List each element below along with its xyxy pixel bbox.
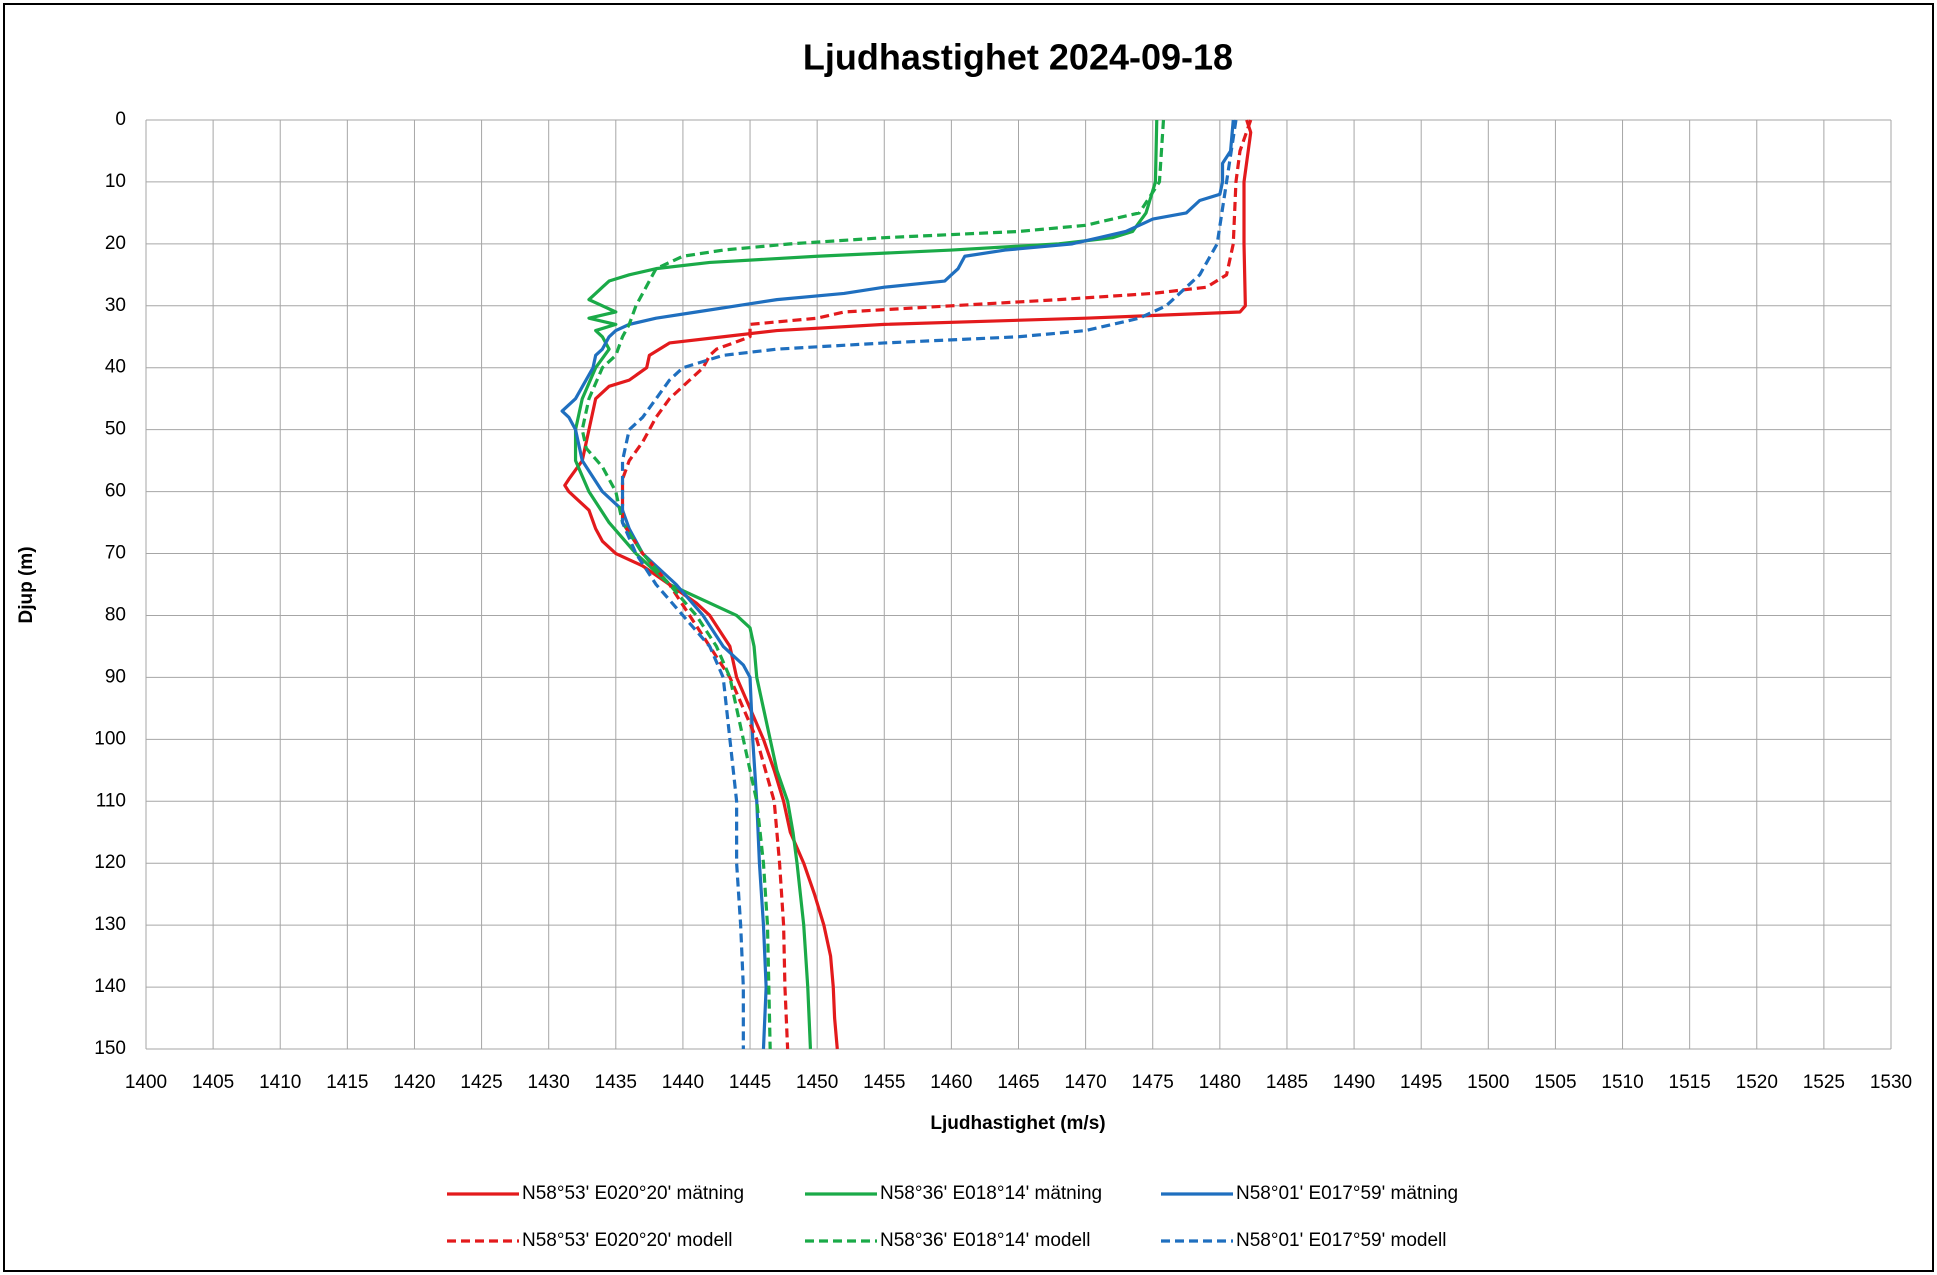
x-tick-label: 1455 xyxy=(863,1072,905,1093)
x-tick-label: 1440 xyxy=(662,1072,704,1093)
x-tick-label: 1460 xyxy=(930,1072,972,1093)
y-tick-label: 120 xyxy=(94,852,126,873)
y-tick-label: 130 xyxy=(94,914,126,935)
y-tick-label: 140 xyxy=(94,976,126,997)
x-tick-label: 1515 xyxy=(1669,1072,1711,1093)
y-tick-label: 10 xyxy=(105,171,126,192)
x-tick-label: 1410 xyxy=(259,1072,301,1093)
data-line xyxy=(620,119,1238,1049)
x-tick-label: 1420 xyxy=(393,1072,435,1093)
y-axis-label: Djup (m) xyxy=(16,546,37,623)
chart-border xyxy=(3,3,1934,1272)
x-tick-label: 1415 xyxy=(326,1072,368,1093)
x-tick-label: 1490 xyxy=(1333,1072,1375,1093)
legend-label: N58°01' E017°59' mätning xyxy=(1236,1183,1458,1204)
data-line xyxy=(573,119,1159,1050)
chart-title: Ljudhastighet 2024-09-18 xyxy=(803,37,1233,78)
x-tick-label: 1465 xyxy=(997,1072,1039,1093)
y-tick-label: 70 xyxy=(105,543,126,564)
y-tick-label: 60 xyxy=(105,481,126,502)
legend-label: N58°53' E020°20' mätning xyxy=(522,1183,744,1204)
data-line xyxy=(580,119,1166,1050)
data-line xyxy=(563,119,1253,1050)
x-tick-label: 1525 xyxy=(1803,1072,1845,1093)
legend-label: N58°01' E017°59' modell xyxy=(1236,1230,1446,1251)
x-tick-label: 1500 xyxy=(1467,1072,1509,1093)
x-tick-label: 1445 xyxy=(729,1072,771,1093)
x-axis-label: Ljudhastighet (m/s) xyxy=(930,1113,1105,1134)
x-tick-label: 1450 xyxy=(796,1072,838,1093)
y-tick-label: 50 xyxy=(105,419,126,440)
y-tick-label: 100 xyxy=(94,728,126,749)
y-tick-label: 150 xyxy=(94,1038,126,1059)
y-tick-label: 40 xyxy=(105,357,126,378)
legend-label: N58°36' E018°14' mätning xyxy=(880,1183,1102,1204)
x-tick-label: 1475 xyxy=(1132,1072,1174,1093)
x-tick-label: 1430 xyxy=(528,1072,570,1093)
y-tick-label: 90 xyxy=(105,666,126,687)
x-tick-label: 1425 xyxy=(460,1072,502,1093)
data-line xyxy=(560,119,1235,1050)
x-tick-label: 1435 xyxy=(595,1072,637,1093)
y-tick-label: 80 xyxy=(105,604,126,625)
x-tick-label: 1470 xyxy=(1064,1072,1106,1093)
y-tick-label: 30 xyxy=(105,295,126,316)
y-tick-label: 110 xyxy=(96,790,126,811)
x-tick-label: 1485 xyxy=(1266,1072,1308,1093)
x-tick-label: 1510 xyxy=(1601,1072,1643,1093)
x-tick-label: 1505 xyxy=(1534,1072,1576,1093)
y-tick-label: 20 xyxy=(105,233,126,254)
legend-label: N58°53' E020°20' modell xyxy=(522,1230,732,1251)
x-tick-label: 1400 xyxy=(125,1072,167,1093)
x-tick-label: 1480 xyxy=(1199,1072,1241,1093)
x-tick-label: 1530 xyxy=(1870,1072,1912,1093)
legend-label: N58°36' E018°14' modell xyxy=(880,1230,1090,1251)
x-tick-label: 1405 xyxy=(192,1072,234,1093)
x-tick-label: 1520 xyxy=(1736,1072,1778,1093)
x-tick-label: 1495 xyxy=(1400,1072,1442,1093)
y-tick-label: 0 xyxy=(115,109,126,130)
